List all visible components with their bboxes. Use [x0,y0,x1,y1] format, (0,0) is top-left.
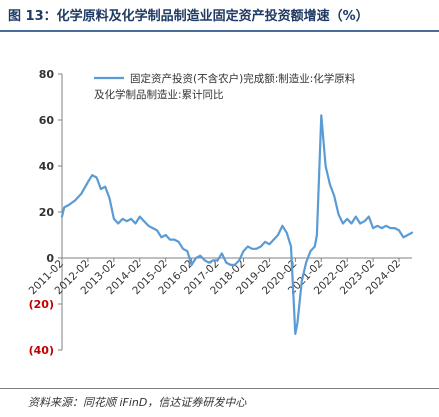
figure-title: 图 13：化学原料及化学制品制造业固定资产投资额增速（%） [8,9,369,24]
title-divider [0,30,439,32]
y-tick-label: 40 [39,160,55,173]
source-note: 资料来源：同花顺 iFinD，信达证券研发中心 [28,396,247,409]
legend-label: 固定资产投资(不含农户)完成额:制造业:化学原料及化学制品制造业:累计同比 [94,72,356,101]
y-tick-label: 20 [39,206,55,219]
y-tick-label: (20) [29,298,54,311]
legend: 固定资产投资(不含农户)完成额:制造业:化学原料及化学制品制造业:累计同比 [94,72,356,101]
y-tick-label: 80 [39,68,55,81]
series-lines [60,114,414,335]
y-tick-label: 0 [46,252,54,265]
series-line [60,114,414,335]
y-axis: 80 60 40 20 0 (20) (40) [29,68,63,357]
source-divider [0,388,439,389]
y-tick-label: (40) [29,344,54,357]
x-axis: 2011-022012-022013-022014-022015-022016-… [27,257,412,297]
line-chart: 80 60 40 20 0 (20) (40) 2011-022012-022013-022… [27,68,414,357]
y-tick-label: 60 [39,114,55,127]
